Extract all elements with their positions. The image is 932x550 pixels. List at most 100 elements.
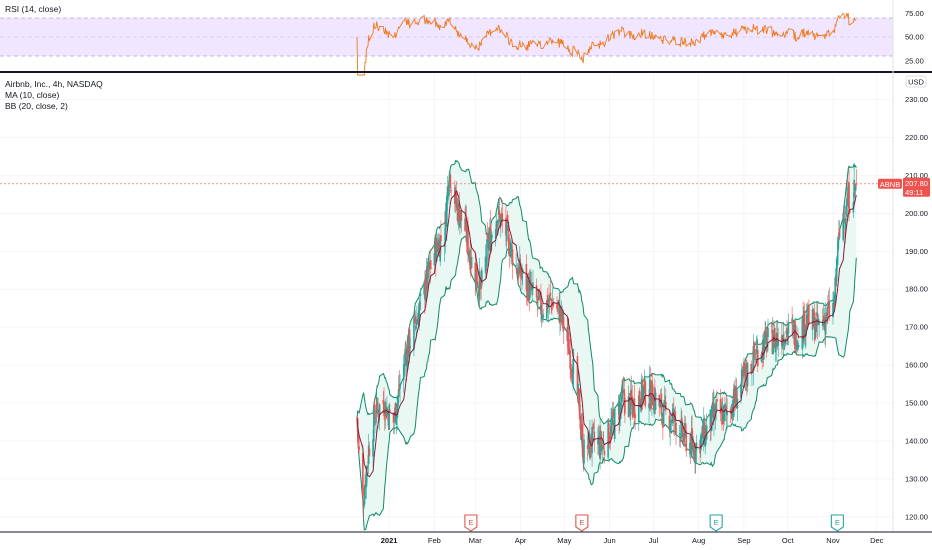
candle <box>767 318 769 352</box>
candle-body <box>592 423 595 430</box>
candle-body <box>397 388 400 397</box>
candle-body <box>753 342 755 357</box>
candle-body <box>817 318 820 323</box>
candle <box>486 234 488 272</box>
candle-body <box>556 303 559 305</box>
candle <box>484 244 487 278</box>
earnings-marker[interactable]: E <box>830 514 844 532</box>
bollinger-lower-line <box>356 235 857 531</box>
candle-body <box>542 314 544 318</box>
candle <box>419 287 422 311</box>
candle-body <box>668 415 671 430</box>
candle <box>685 423 688 457</box>
earnings-marker[interactable]: E <box>575 514 589 532</box>
rsi-axis: 75.00 50.00 25.00 <box>905 9 924 66</box>
candle <box>521 264 523 291</box>
candle-body <box>576 356 579 394</box>
candle <box>608 432 611 449</box>
candle-body <box>455 192 458 207</box>
candle-body <box>776 332 779 344</box>
candle-body <box>593 431 596 442</box>
candle-body <box>559 309 562 317</box>
earnings-marker[interactable]: E <box>709 514 723 532</box>
candle-body <box>538 295 541 297</box>
candle <box>519 254 522 287</box>
candle <box>491 231 493 240</box>
candle <box>593 418 596 453</box>
time-axis[interactable]: 2021 Feb Mar Apr May Jun Jul Aug Sep Oct Nov Dec <box>0 531 932 545</box>
candle-body <box>405 353 407 355</box>
earnings-marker[interactable]: E <box>464 514 478 532</box>
candle-body <box>424 279 426 300</box>
legend-symbol[interactable]: Airbnb, Inc., 4h, NASDAQ <box>5 79 103 89</box>
candle-body <box>610 422 612 436</box>
candle <box>855 169 858 189</box>
candle <box>726 397 728 430</box>
earnings-marker-shape <box>830 514 844 532</box>
price-tick-label: 210.00 <box>905 171 928 180</box>
rsi-panel[interactable]: RSI (14, close) 75.00 50.00 25.00 <box>0 4 924 76</box>
candle-body <box>623 389 625 402</box>
candle-body <box>797 341 799 343</box>
candle-body <box>383 401 385 416</box>
candle-body <box>365 467 368 488</box>
moving-average-line <box>356 189 857 478</box>
candle <box>551 298 553 316</box>
candle <box>397 375 400 408</box>
candle-body <box>813 312 816 341</box>
candle-body <box>745 362 747 379</box>
candle <box>530 271 533 296</box>
candle <box>592 421 595 433</box>
price-panel[interactable]: Airbnb, Inc., 4h, NASDAQ MA (10, close) … <box>0 74 893 532</box>
candle <box>395 414 398 435</box>
candle-body <box>578 389 581 419</box>
candle <box>854 183 857 198</box>
candle <box>705 413 708 445</box>
legend-bb[interactable]: BB (20, close, 2) <box>5 101 68 111</box>
candle-body <box>826 307 828 320</box>
candle <box>579 404 582 441</box>
candle-body <box>612 409 615 418</box>
candle-body <box>402 364 405 381</box>
candle-body <box>621 390 624 393</box>
candle <box>573 349 575 375</box>
candle <box>549 278 552 302</box>
candle <box>695 434 698 463</box>
legend-ma[interactable]: MA (10, close) <box>5 90 59 100</box>
price-tick-label: 230.00 <box>905 95 928 104</box>
earnings-marker-shape <box>575 514 589 532</box>
candle <box>562 313 565 344</box>
candle <box>745 356 747 391</box>
candle <box>404 341 406 377</box>
candle-body <box>397 396 399 405</box>
candle-body <box>448 170 451 177</box>
candle-body <box>546 295 549 311</box>
price-axis[interactable]: USD 230.00 220.00 210.00 200.00 190.00 180.00… <box>878 0 930 532</box>
candle-body <box>536 298 539 303</box>
candle <box>796 340 799 353</box>
candle-body <box>601 445 604 451</box>
candle-body <box>621 386 623 403</box>
candle-body <box>428 261 431 270</box>
candle-body <box>392 412 395 423</box>
candle <box>556 302 559 315</box>
candle-body <box>770 325 773 327</box>
candle-body <box>498 210 501 215</box>
candle-body <box>854 184 856 186</box>
time-tick-label: 2021 <box>381 536 398 545</box>
price-tick-label: 190.00 <box>905 247 928 256</box>
candle <box>515 253 517 271</box>
candle-body <box>372 439 374 457</box>
earnings-marker-shape <box>464 514 478 532</box>
candle-body <box>394 403 397 423</box>
candle-body <box>364 484 366 500</box>
candle-body <box>383 419 386 421</box>
candle-body <box>581 423 584 457</box>
candle-body <box>755 349 758 354</box>
panel-divider[interactable] <box>0 71 932 73</box>
candle-body <box>373 404 376 421</box>
price-tick-label: 180.00 <box>905 285 928 294</box>
candle-body <box>828 301 831 318</box>
